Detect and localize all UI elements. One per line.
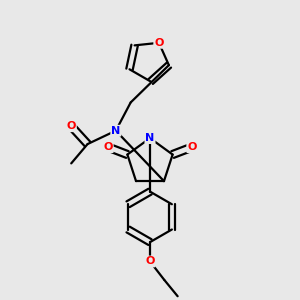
Text: O: O	[187, 142, 196, 152]
Text: N: N	[111, 126, 120, 136]
Text: O: O	[103, 142, 113, 152]
Text: O: O	[67, 121, 76, 131]
Text: O: O	[145, 256, 155, 266]
Text: N: N	[146, 133, 154, 143]
Text: O: O	[154, 38, 164, 48]
